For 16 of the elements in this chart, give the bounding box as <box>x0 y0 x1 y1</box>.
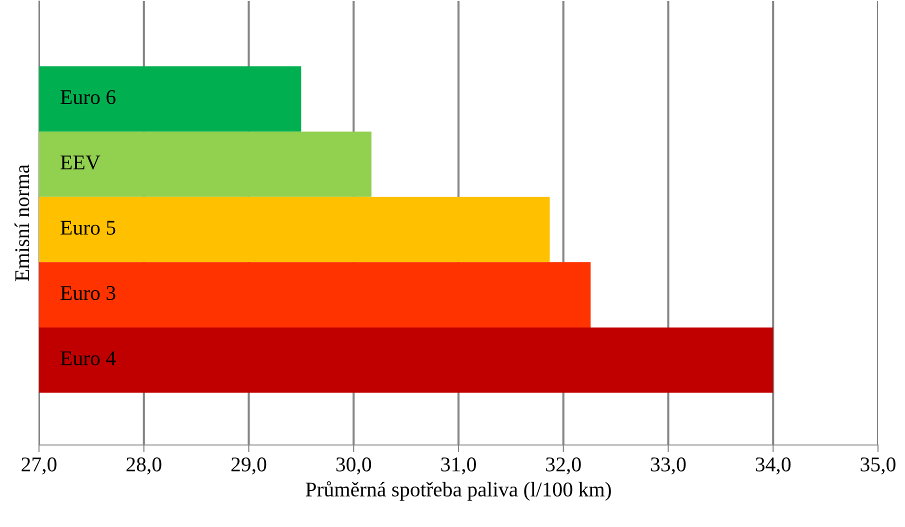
x-tick-label: 32,0 <box>546 457 581 474</box>
x-tick-label: 27,0 <box>22 457 56 474</box>
y-tick-label: Euro 3 <box>60 286 116 300</box>
y-axis-title: Emisní norma <box>14 164 30 282</box>
y-tick-label: Euro 6 <box>60 90 116 104</box>
x-tick-label: 28,0 <box>126 457 162 474</box>
y-tick-label: Euro 4 <box>60 351 116 366</box>
y-tick-label: Euro 5 <box>60 220 116 235</box>
x-tick-label: 30,0 <box>336 457 372 474</box>
y-tick-label: EEV <box>60 156 100 170</box>
x-tick-label: 29,0 <box>231 457 266 474</box>
x-tick-label: 35,0 <box>860 457 896 474</box>
x-tick-label: 34,0 <box>756 457 791 474</box>
x-tick-label: 31,0 <box>441 457 476 474</box>
x-tick-label: 33,0 <box>651 457 686 474</box>
x-axis-title: Průměrná spotřeba paliva (l/100 km) <box>306 481 611 501</box>
